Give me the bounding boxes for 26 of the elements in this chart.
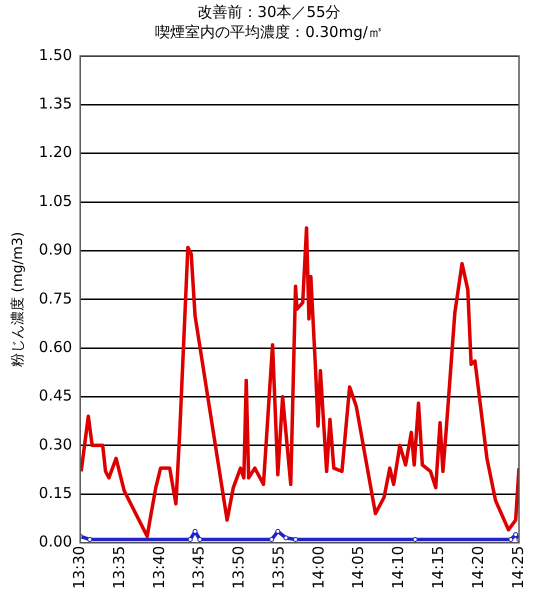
x-tick-label: 14:10	[389, 546, 408, 590]
y-tick-label: 0.45	[38, 386, 72, 405]
y-axis-title: 粉じん濃度 (mg/m3)	[10, 232, 26, 367]
y-tick-label: 0.75	[38, 289, 72, 308]
x-tick-label: 13:30	[70, 546, 88, 590]
x-tick-label: 14:00	[309, 546, 328, 590]
x-tick-label: 14:05	[349, 546, 368, 590]
x-tick-label: 14:15	[428, 546, 447, 590]
x-tick-label: 13:45	[190, 546, 208, 590]
y-tick-label: 1.20	[38, 143, 72, 162]
y-tick-label: 0.90	[38, 240, 72, 259]
y-tick-label: 1.50	[38, 46, 72, 64]
y-tick-label: 1.35	[38, 94, 72, 113]
chart-subtitle: 喫煙室内の平均濃度：0.30mg/㎥	[155, 22, 383, 41]
y-tick-label: 0.00	[38, 532, 72, 551]
x-tick-label: 13:35	[110, 546, 128, 590]
y-tick-label: 0.15	[38, 484, 72, 502]
y-tick-label: 1.05	[38, 192, 72, 210]
x-tick-label: 14:25	[508, 546, 527, 590]
y-tick-label: 0.60	[38, 338, 72, 356]
chart-title: 改善前：30本／55分	[197, 2, 341, 21]
x-tick-label: 14:20	[468, 546, 487, 590]
x-tick-label: 13:40	[150, 546, 168, 590]
x-tick-label: 13:55	[269, 546, 288, 590]
x-tick-label: 13:50	[230, 546, 248, 590]
y-tick-label: 0.30	[38, 435, 72, 454]
